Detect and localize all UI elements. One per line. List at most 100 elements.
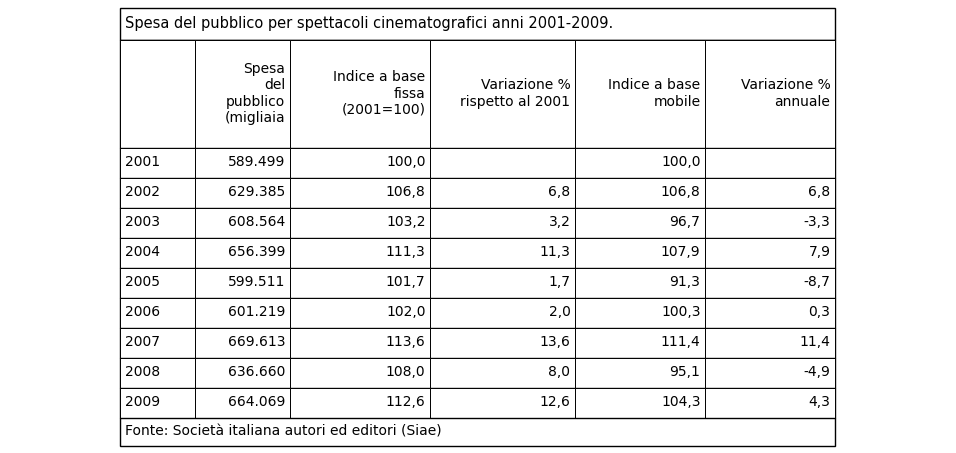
Bar: [430, 178, 576, 207]
Text: Spesa
del
pubblico
(migliaia: Spesa del pubblico (migliaia: [225, 62, 286, 125]
Text: Spesa del pubblico per spettacoli cinematografici anni 2001-2009.: Spesa del pubblico per spettacoli cinema…: [125, 16, 614, 31]
Bar: [120, 357, 195, 387]
Bar: [576, 387, 706, 418]
Text: 6,8: 6,8: [809, 185, 831, 199]
Bar: [195, 328, 291, 357]
Text: Variazione %
annuale: Variazione % annuale: [741, 78, 831, 109]
Text: 669.613: 669.613: [228, 336, 286, 350]
Bar: [120, 39, 836, 148]
Bar: [706, 387, 836, 418]
Bar: [291, 298, 430, 328]
Bar: [430, 207, 576, 237]
Bar: [120, 39, 195, 148]
Text: 608.564: 608.564: [228, 216, 286, 230]
Bar: [120, 237, 195, 268]
Bar: [120, 328, 195, 357]
Text: 100,0: 100,0: [386, 155, 425, 169]
Text: -8,7: -8,7: [804, 275, 831, 289]
Text: 664.069: 664.069: [228, 395, 286, 410]
Text: 589.499: 589.499: [228, 155, 286, 169]
Text: 95,1: 95,1: [669, 366, 701, 380]
Bar: [291, 328, 430, 357]
Bar: [120, 148, 195, 178]
Text: 656.399: 656.399: [228, 246, 286, 260]
Bar: [430, 328, 576, 357]
Bar: [120, 268, 836, 298]
Text: 2,0: 2,0: [549, 305, 571, 319]
Bar: [706, 178, 836, 207]
Text: 0,3: 0,3: [809, 305, 831, 319]
Text: 4,3: 4,3: [809, 395, 831, 410]
Text: 599.511: 599.511: [228, 275, 286, 289]
Text: 629.385: 629.385: [228, 185, 286, 199]
Bar: [706, 237, 836, 268]
Text: 96,7: 96,7: [669, 216, 701, 230]
Bar: [195, 39, 291, 148]
Bar: [430, 357, 576, 387]
Bar: [576, 237, 706, 268]
Bar: [430, 148, 576, 178]
Text: 2006: 2006: [125, 305, 161, 319]
Text: 6,8: 6,8: [549, 185, 571, 199]
Bar: [291, 357, 430, 387]
Bar: [120, 268, 195, 298]
Text: 112,6: 112,6: [386, 395, 425, 410]
Bar: [291, 237, 430, 268]
Text: 3,2: 3,2: [549, 216, 571, 230]
Bar: [195, 178, 291, 207]
Text: 2009: 2009: [125, 395, 161, 410]
Bar: [195, 357, 291, 387]
Bar: [120, 207, 195, 237]
Bar: [576, 39, 706, 148]
Bar: [120, 418, 836, 445]
Bar: [291, 178, 430, 207]
Text: 111,4: 111,4: [661, 336, 701, 350]
Text: 7,9: 7,9: [809, 246, 831, 260]
Bar: [576, 178, 706, 207]
Text: 103,2: 103,2: [386, 216, 425, 230]
Text: Indice a base
fissa
(2001=100): Indice a base fissa (2001=100): [334, 70, 425, 117]
Text: 106,8: 106,8: [386, 185, 425, 199]
Bar: [430, 298, 576, 328]
Bar: [576, 207, 706, 237]
Bar: [430, 237, 576, 268]
Text: 100,3: 100,3: [661, 305, 701, 319]
Bar: [195, 268, 291, 298]
Bar: [576, 268, 706, 298]
Text: 2002: 2002: [125, 185, 161, 199]
Text: 1,7: 1,7: [549, 275, 571, 289]
Text: 2008: 2008: [125, 366, 161, 380]
Text: 12,6: 12,6: [539, 395, 571, 410]
Bar: [706, 298, 836, 328]
Text: 2004: 2004: [125, 246, 161, 260]
Bar: [291, 39, 430, 148]
Bar: [120, 237, 836, 268]
Bar: [120, 357, 836, 387]
Bar: [576, 298, 706, 328]
Bar: [430, 387, 576, 418]
Bar: [576, 328, 706, 357]
Bar: [430, 268, 576, 298]
Bar: [120, 207, 836, 237]
Text: -4,9: -4,9: [804, 366, 831, 380]
Bar: [195, 237, 291, 268]
Text: 113,6: 113,6: [386, 336, 425, 350]
Bar: [120, 298, 836, 328]
Bar: [120, 148, 836, 178]
Text: 101,7: 101,7: [386, 275, 425, 289]
Text: 108,0: 108,0: [386, 366, 425, 380]
Text: 100,0: 100,0: [661, 155, 701, 169]
Text: 636.660: 636.660: [228, 366, 286, 380]
Text: Indice a base
mobile: Indice a base mobile: [608, 78, 701, 109]
Bar: [120, 8, 836, 39]
Text: 2007: 2007: [125, 336, 161, 350]
Bar: [120, 298, 195, 328]
Bar: [195, 387, 291, 418]
Text: 106,8: 106,8: [661, 185, 701, 199]
Text: 107,9: 107,9: [661, 246, 701, 260]
Bar: [706, 328, 836, 357]
Bar: [291, 207, 430, 237]
Bar: [291, 268, 430, 298]
Text: Fonte: Società italiana autori ed editori (Siae): Fonte: Società italiana autori ed editor…: [125, 424, 442, 439]
Bar: [576, 357, 706, 387]
